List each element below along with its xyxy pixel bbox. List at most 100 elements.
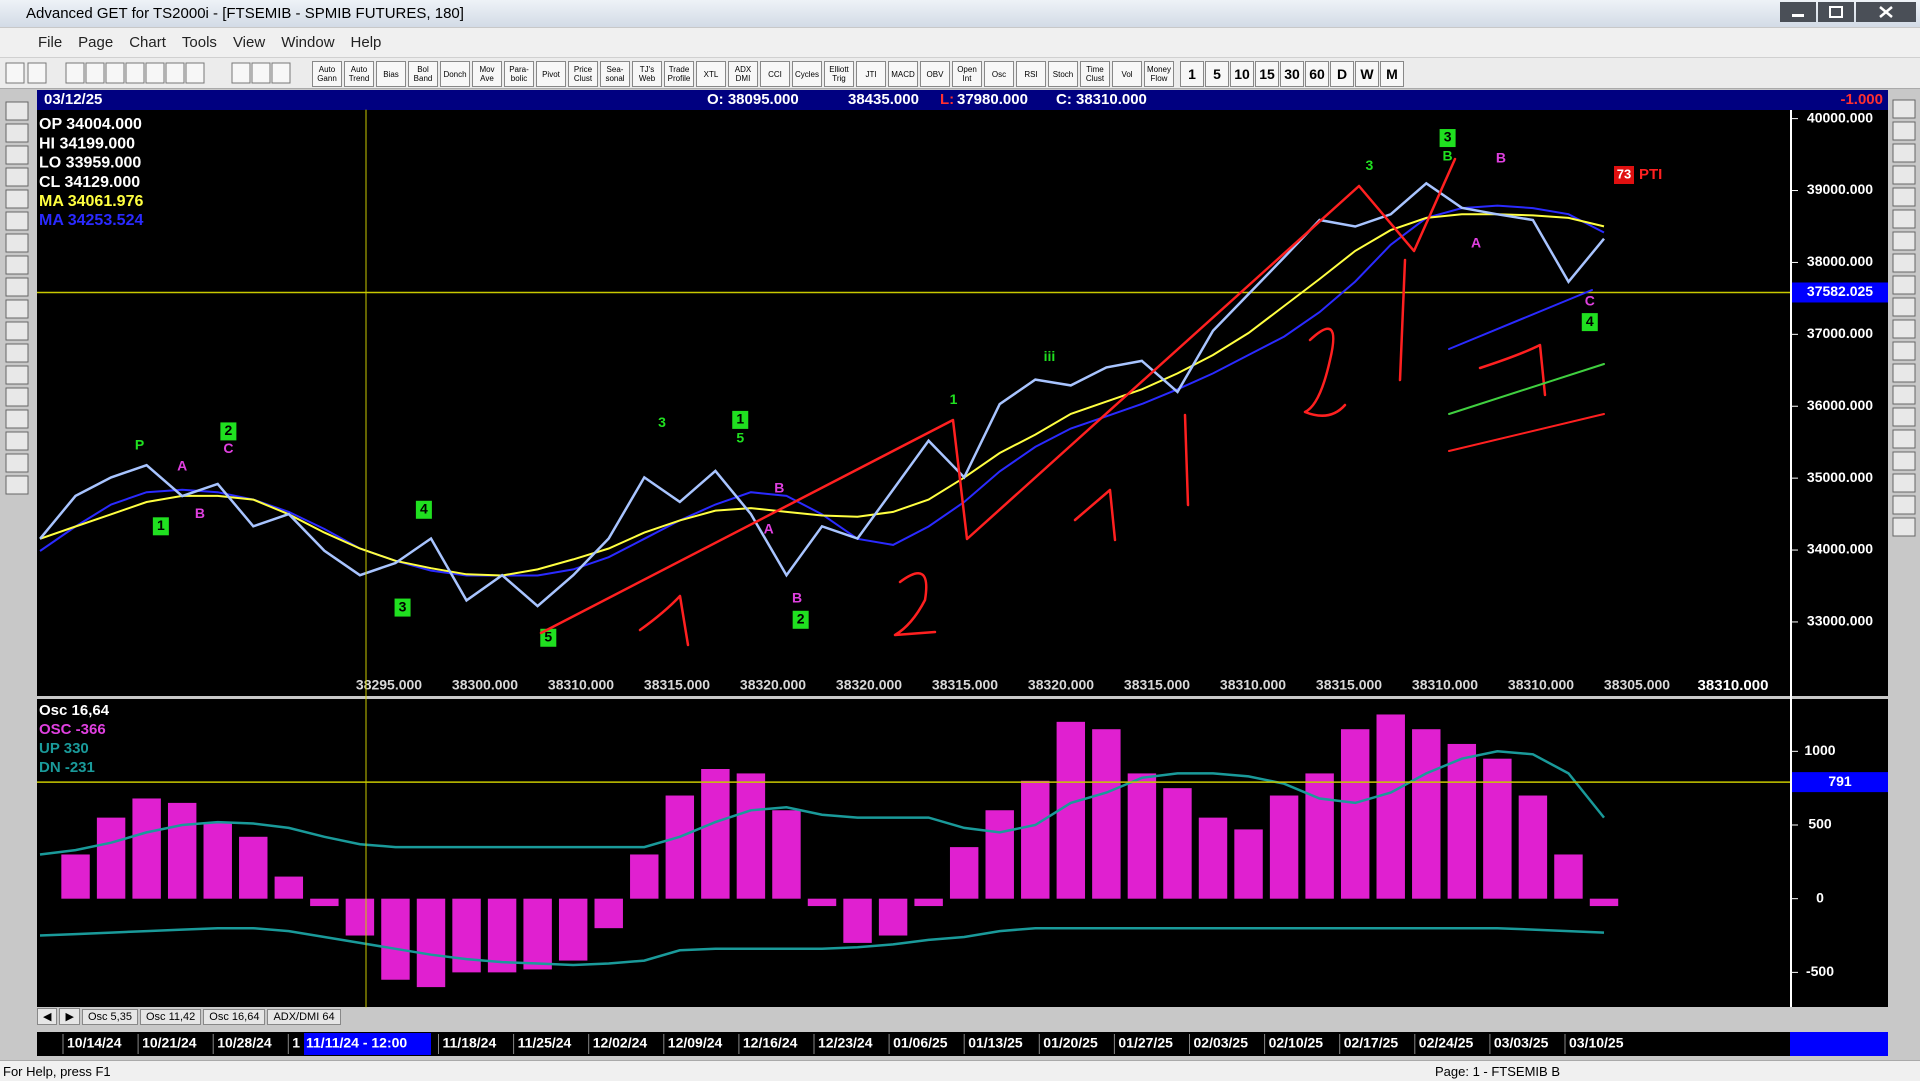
date-label: 10/21/24 xyxy=(142,1035,197,1051)
tool-button[interactable]: Vol xyxy=(1112,61,1142,87)
hand-mark xyxy=(638,594,690,647)
osc-bar xyxy=(665,795,695,899)
osc-bar xyxy=(736,773,766,899)
tool-button[interactable]: Trade Profile xyxy=(664,61,694,87)
tool-button[interactable]: Price Clust xyxy=(568,61,598,87)
tool-button[interactable]: Mov Ave xyxy=(472,61,502,87)
date-label: 01/06/25 xyxy=(893,1035,948,1051)
hand-mark xyxy=(1303,327,1347,417)
maximize[interactable] xyxy=(1818,2,1854,22)
window-controls[interactable] xyxy=(1780,0,1920,27)
osc-legend: OSC -366 xyxy=(39,721,106,738)
date-label: 02/10/25 xyxy=(1269,1035,1324,1051)
wave-box xyxy=(1581,313,1598,332)
osc-bar xyxy=(1412,729,1441,899)
indicator-tab[interactable]: Osc 11,42 xyxy=(139,1008,202,1025)
date-label: 11/18/24 xyxy=(443,1035,497,1051)
pti-text: PTI xyxy=(1639,166,1662,183)
indicator-tab[interactable]: Osc 5,35 xyxy=(81,1008,138,1025)
y-tick-label: 37000.000 xyxy=(1807,325,1873,341)
indicator-tab[interactable]: ADX/DMI 64 xyxy=(267,1008,341,1025)
timeframe-button[interactable]: M xyxy=(1380,61,1404,87)
tool-button[interactable]: JTI xyxy=(856,61,886,87)
menu-item[interactable]: View xyxy=(232,34,266,51)
osc-bar xyxy=(274,876,304,899)
osc-bar xyxy=(1269,795,1299,899)
timeframe-button[interactable]: 5 xyxy=(1205,61,1229,87)
toolbar: Auto Gann Auto Trend Bias Bol Band Donch Mov … xyxy=(0,58,1920,89)
timeframe-button[interactable]: 10 xyxy=(1230,61,1254,87)
hand-mark xyxy=(1478,343,1547,397)
date-label: 01/20/25 xyxy=(1043,1035,1098,1051)
tool-button[interactable]: Elliott Trig xyxy=(824,61,854,87)
hand-mark xyxy=(893,572,937,637)
pti-box xyxy=(1614,166,1634,184)
cursor-date: 11/11/24 - 12:00 xyxy=(306,1035,407,1051)
osc-bar xyxy=(1518,795,1548,899)
osc-bar xyxy=(1305,773,1334,899)
tool-button[interactable]: Money Flow xyxy=(1144,61,1174,87)
tool-button[interactable]: Osc xyxy=(984,61,1014,87)
tool-button[interactable]: Auto Gann xyxy=(312,61,342,87)
date-label: 11/25/24 xyxy=(518,1035,572,1051)
wave-label: A xyxy=(177,457,187,473)
menu-item[interactable]: Tools xyxy=(181,34,217,51)
tool-button[interactable]: Donch xyxy=(440,61,470,87)
tool-button[interactable]: Bol Band xyxy=(408,61,438,87)
y-tick-label: -500 xyxy=(1806,963,1834,979)
minimize[interactable] xyxy=(1780,2,1816,22)
osc-legend: DN -231 xyxy=(39,759,95,776)
tab-scroll[interactable]: ▶ xyxy=(59,1008,80,1025)
tool-button[interactable]: CCI xyxy=(760,61,790,87)
timeframe-button[interactable]: 15 xyxy=(1255,61,1279,87)
tab-scroll[interactable]: ◀ xyxy=(37,1008,58,1025)
timeframe-button[interactable]: 30 xyxy=(1280,61,1304,87)
tool-button[interactable]: RSI xyxy=(1016,61,1046,87)
tool-button[interactable]: ADX DMI xyxy=(728,61,758,87)
menu-item[interactable]: Window xyxy=(281,34,335,51)
wave-label: 4 xyxy=(1586,313,1594,329)
channel-line xyxy=(1448,363,1605,415)
timeframe-button[interactable]: 1 xyxy=(1180,61,1204,87)
left-toolbar[interactable] xyxy=(5,101,29,495)
timeframe-button[interactable]: D xyxy=(1330,61,1354,87)
date-label: 02/24/25 xyxy=(1419,1035,1474,1051)
date-label: 1 xyxy=(292,1035,300,1051)
tool-button[interactable]: Open Int xyxy=(952,61,982,87)
osc-bar xyxy=(416,898,446,988)
menu-item[interactable]: Chart xyxy=(129,34,166,51)
tool-button[interactable]: Cycles xyxy=(792,61,822,87)
wave-box xyxy=(415,500,432,519)
menu-item[interactable]: File xyxy=(38,34,63,51)
wave-box xyxy=(152,517,169,536)
date-label: 12/09/24 xyxy=(668,1035,723,1051)
indicator-tab[interactable]: Osc 16,64 xyxy=(203,1008,266,1025)
tool-button[interactable]: Pivot xyxy=(536,61,566,87)
tool-button[interactable]: TJ's Web xyxy=(632,61,662,87)
osc-bar xyxy=(239,836,268,899)
tool-button[interactable]: Para-bolic xyxy=(504,61,534,87)
menu-item[interactable]: Help xyxy=(350,34,382,51)
tool-button[interactable]: Stoch xyxy=(1048,61,1078,87)
bar-label: 38310.000 xyxy=(1508,677,1574,693)
bar-label: 38320.000 xyxy=(1028,677,1094,693)
osc-bar xyxy=(1234,829,1263,899)
tool-button[interactable]: Sea-sonal xyxy=(600,61,630,87)
tool-button[interactable]: XTL xyxy=(696,61,726,87)
tool-button[interactable]: OBV xyxy=(920,61,950,87)
timeframe-button[interactable]: W xyxy=(1355,61,1379,87)
osc-bar xyxy=(167,802,197,899)
osc-bar xyxy=(1056,721,1086,899)
menu-item[interactable]: Page xyxy=(78,34,114,51)
wave-label: B xyxy=(792,590,802,606)
close-line xyxy=(39,181,1605,608)
tool-button[interactable]: Time Clust xyxy=(1080,61,1110,87)
wave-box xyxy=(540,628,557,647)
tool-button[interactable]: Bias xyxy=(376,61,406,87)
right-toolbar[interactable] xyxy=(1892,99,1916,537)
tool-button[interactable]: MACD xyxy=(888,61,918,87)
readout: LO 33959.000 xyxy=(39,155,141,172)
tool-button[interactable]: Auto Trend xyxy=(344,61,374,87)
timeframe-button[interactable]: 60 xyxy=(1305,61,1329,87)
osc-bar xyxy=(1447,743,1477,899)
